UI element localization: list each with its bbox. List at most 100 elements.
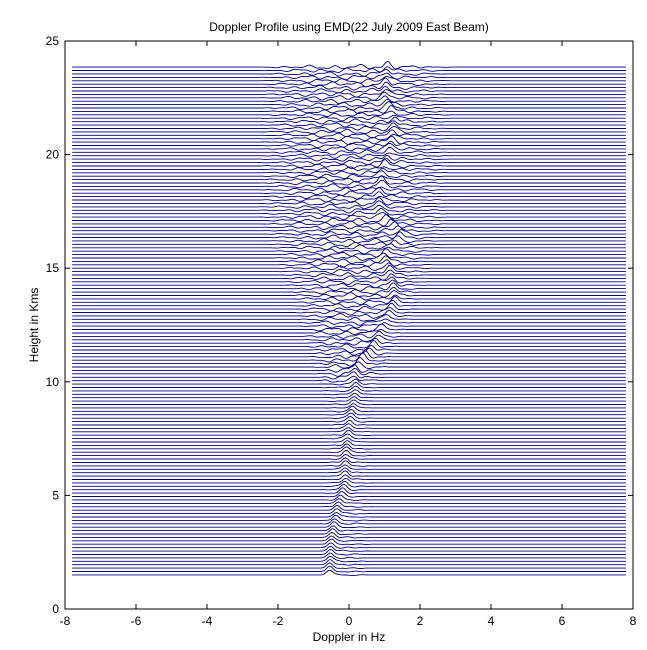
profile-trace <box>72 423 626 430</box>
profile-trace <box>72 552 626 559</box>
profile-trace <box>72 477 626 484</box>
profile-trace <box>72 491 626 498</box>
profile-trace <box>72 405 626 413</box>
profile-trace <box>72 314 626 322</box>
profile-trace <box>72 450 626 457</box>
profile-trace <box>72 208 626 217</box>
profile-trace <box>72 72 626 81</box>
x-tick-label: -6 <box>131 614 142 628</box>
profile-trace <box>72 545 626 552</box>
y-tick-labels: 0 5 10 15 20 25 <box>46 34 60 616</box>
profile-trace <box>72 243 626 251</box>
x-tick-label: 8 <box>630 614 637 628</box>
profile-trace <box>72 467 626 474</box>
profile-trace <box>72 66 626 73</box>
profile-trace <box>72 334 626 343</box>
profile-trace <box>72 409 626 416</box>
profile-trace <box>72 200 626 210</box>
profile-trace <box>72 110 626 117</box>
profile-trace <box>72 255 626 264</box>
profile-trace <box>72 143 626 152</box>
profile-trace <box>72 290 626 298</box>
profile-trace <box>72 555 626 563</box>
profile-trace <box>72 157 626 166</box>
profile-trace <box>72 213 626 223</box>
profile-trace <box>72 318 626 326</box>
profile-trace <box>72 504 626 511</box>
y-tick-label: 5 <box>52 488 59 502</box>
profile-trace <box>72 487 626 495</box>
profile-trace <box>72 528 626 536</box>
profile-trace <box>72 501 626 508</box>
profile-trace <box>72 262 626 271</box>
profile-trace <box>72 412 626 420</box>
profile-trace <box>72 120 626 128</box>
profile-trace <box>72 175 626 183</box>
profile-trace <box>72 264 626 274</box>
x-axis-title: Doppler in Hz <box>313 630 386 644</box>
profile-trace <box>72 433 626 440</box>
profile-trace <box>72 204 626 214</box>
profile-trace <box>72 175 626 186</box>
profile-traces <box>72 61 626 577</box>
profile-trace <box>72 239 626 247</box>
profile-trace <box>72 296 626 306</box>
profile-trace <box>72 549 626 556</box>
profile-trace <box>72 460 626 467</box>
x-tick-label: 2 <box>417 614 424 628</box>
profile-trace <box>72 427 626 433</box>
profile-trace <box>72 416 626 423</box>
profile-trace <box>72 329 626 336</box>
profile-trace <box>72 246 626 255</box>
profile-trace <box>72 159 626 170</box>
profile-trace <box>72 322 626 329</box>
profile-trace <box>72 75 626 84</box>
profile-trace <box>72 114 626 122</box>
axis-ticks <box>64 40 634 610</box>
profile-trace <box>72 309 626 319</box>
profile-trace <box>72 429 626 436</box>
profile-trace <box>72 276 626 286</box>
chart-title: Doppler Profile using EMD(22 July 2009 E… <box>209 20 488 34</box>
profile-trace <box>72 69 626 77</box>
profile-trace <box>72 381 626 389</box>
profile-trace <box>72 396 626 402</box>
profile-trace <box>72 299 626 309</box>
profile-trace <box>72 166 626 172</box>
profile-trace <box>72 538 626 545</box>
profile-trace <box>72 357 626 367</box>
x-tick-label: -2 <box>273 614 284 628</box>
profile-trace <box>72 464 626 470</box>
profile-trace <box>72 494 626 502</box>
profile-trace <box>72 323 626 333</box>
profile-trace <box>72 95 626 105</box>
profile-trace <box>72 525 626 532</box>
profile-trace <box>72 302 626 312</box>
profile-trace <box>72 352 626 363</box>
profile-trace <box>72 562 626 569</box>
x-tick-label: 4 <box>488 614 495 628</box>
profile-trace <box>72 389 626 396</box>
profile-trace <box>72 105 626 114</box>
profile-trace <box>72 154 626 162</box>
profile-trace <box>72 454 626 460</box>
x-tick-label: -4 <box>202 614 213 628</box>
profile-trace <box>72 565 626 573</box>
y-tick-label: 15 <box>46 261 60 275</box>
x-tick-labels: -8 -6 -4 -2 0 2 4 6 8 <box>60 614 637 628</box>
profile-trace <box>72 286 626 295</box>
profile-trace <box>72 518 626 525</box>
profile-trace <box>72 330 626 339</box>
profile-trace <box>72 228 626 237</box>
profile-trace <box>72 363 626 373</box>
y-tick-label: 25 <box>46 34 60 48</box>
profile-trace <box>72 457 626 464</box>
profile-trace <box>72 508 626 515</box>
profile-trace <box>72 191 626 200</box>
profile-trace <box>72 514 626 522</box>
profile-trace <box>72 559 626 566</box>
profile-trace <box>72 498 626 505</box>
profile-trace <box>72 378 626 386</box>
profile-trace <box>72 282 626 292</box>
